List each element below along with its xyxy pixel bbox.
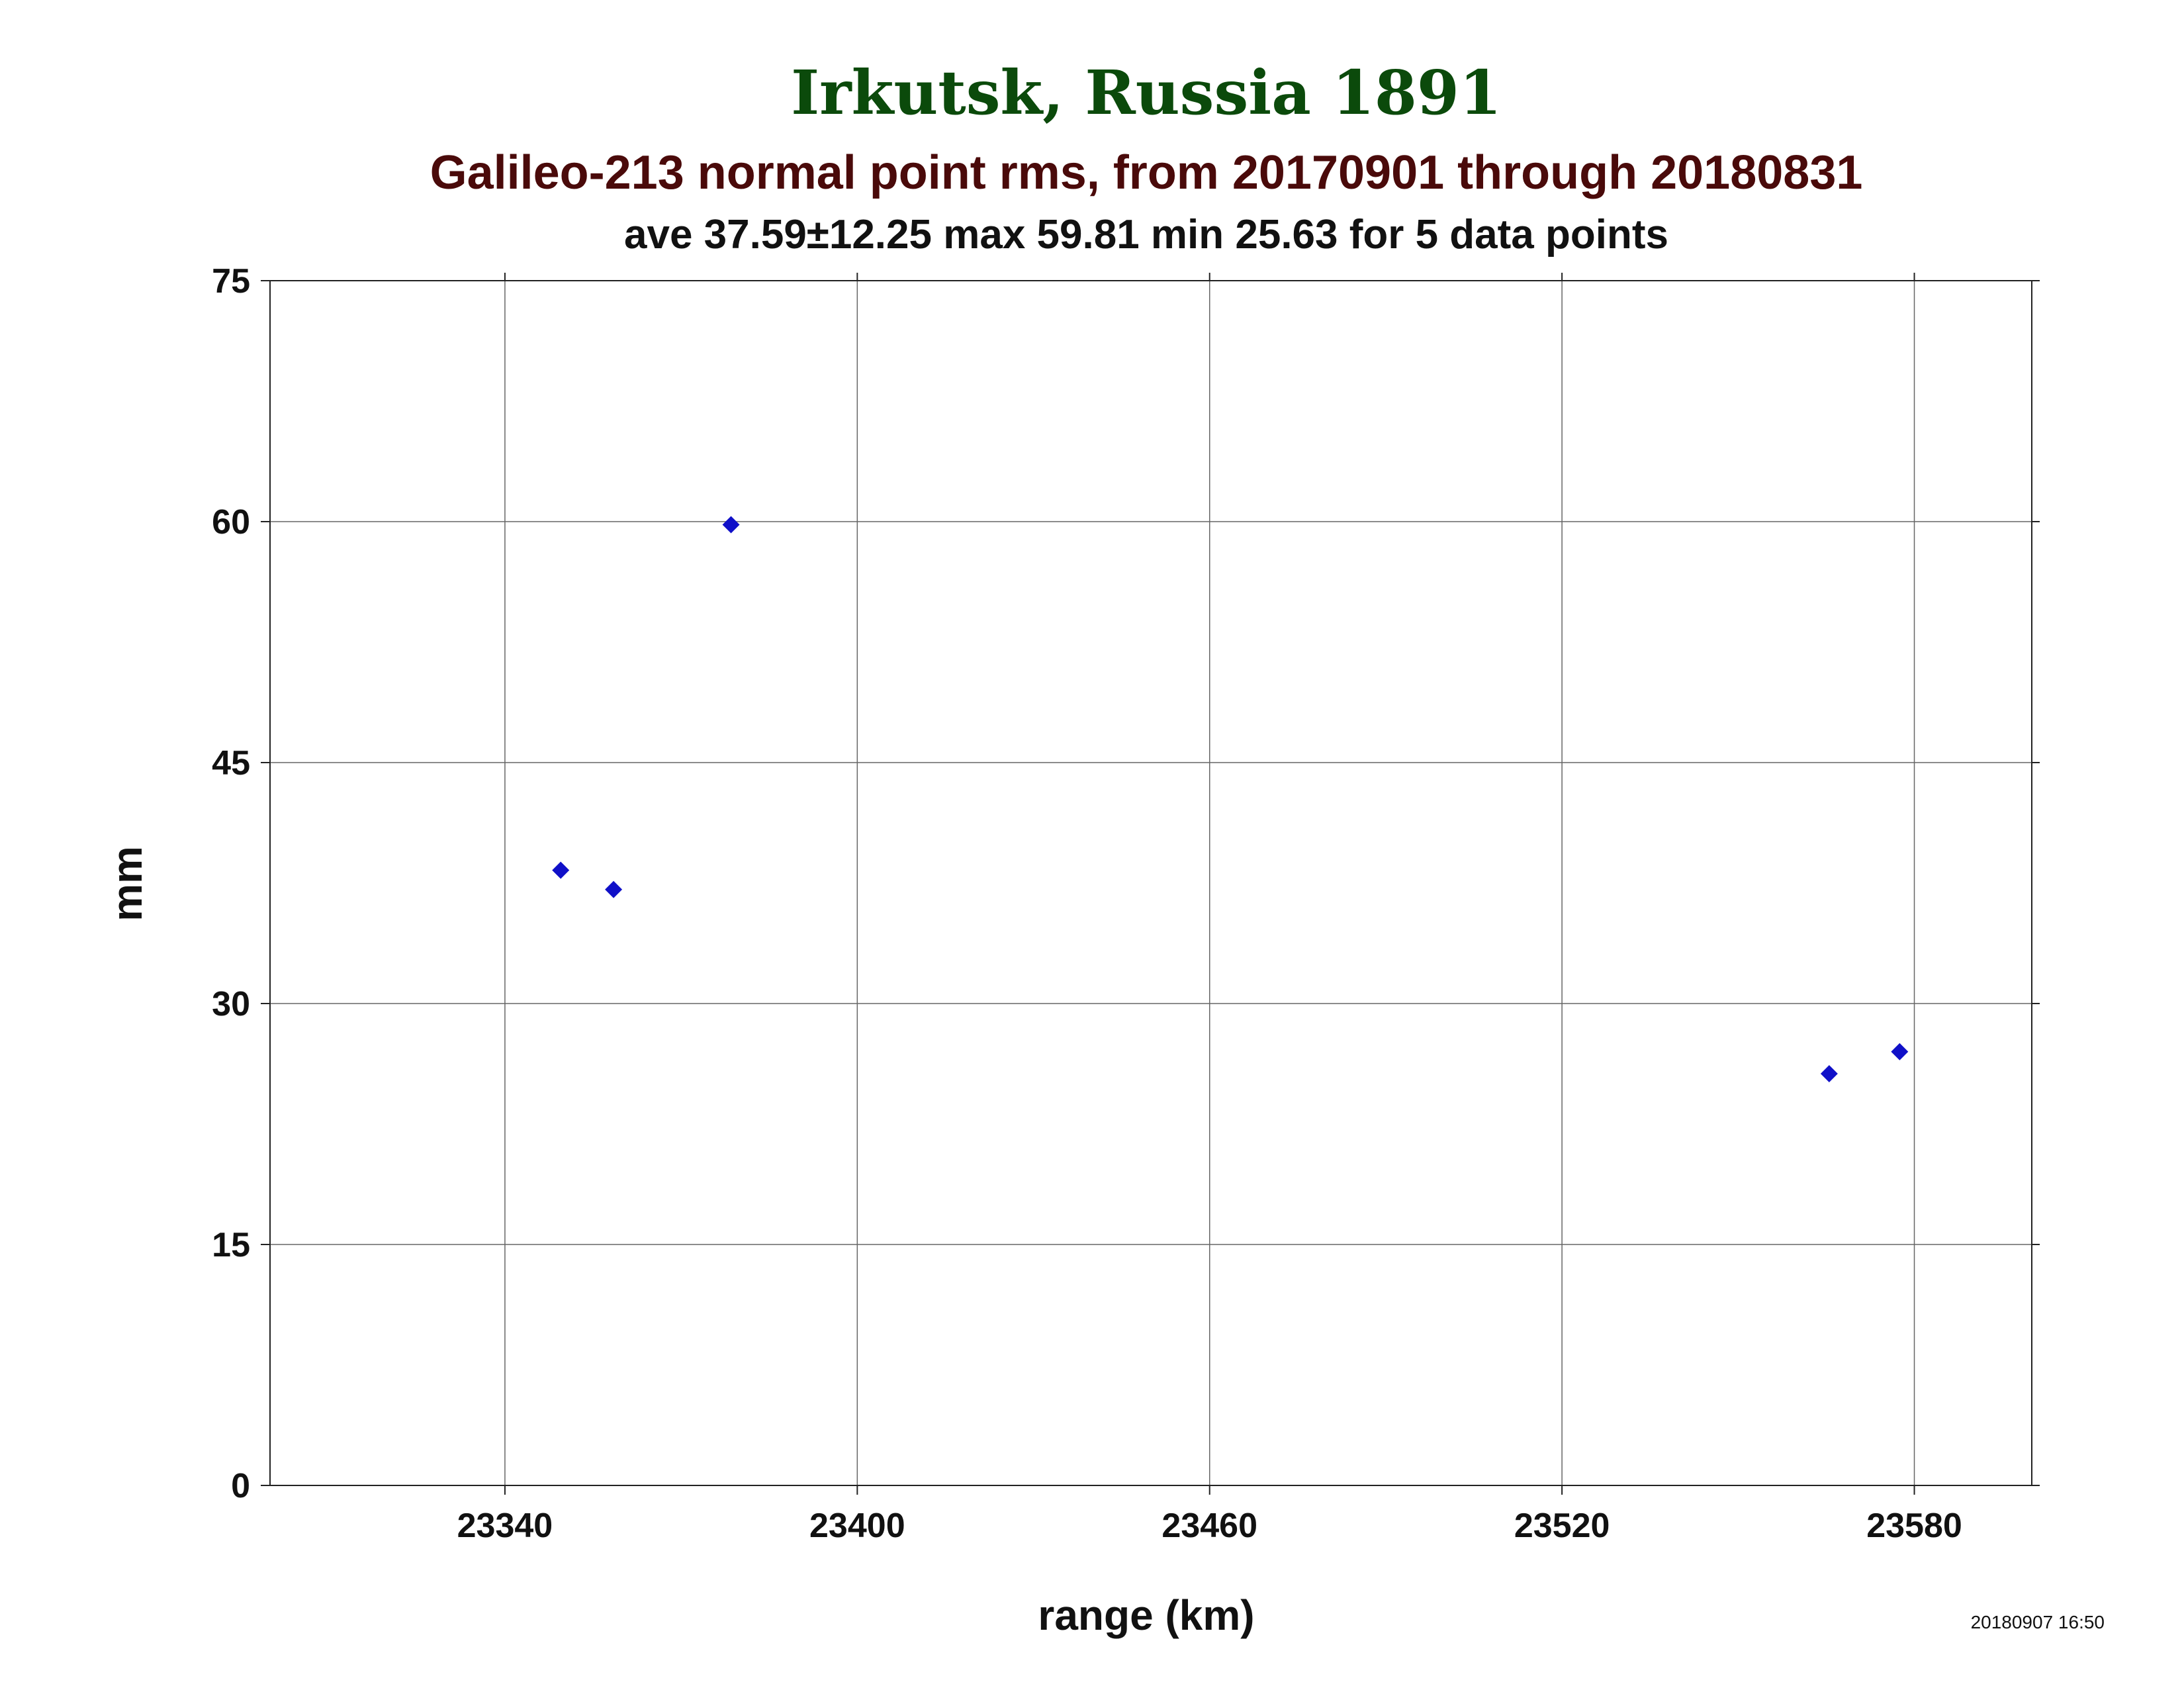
y-tick-label: 75 [212, 262, 250, 301]
y-tick-label: 60 [212, 503, 250, 541]
plot-frame [269, 280, 2032, 1486]
data-point-diamond [1820, 1065, 1838, 1083]
timestamp: 20180907 16:50 [1971, 1612, 2105, 1632]
stats-line: ave 37.59±12.25 max 59.81 min 25.63 for … [624, 212, 1668, 258]
y-tick-label: 30 [212, 985, 250, 1023]
data-point-diamond [1891, 1043, 1909, 1060]
x-tick-label: 23400 [809, 1507, 905, 1545]
data-point-diamond [605, 880, 623, 898]
x-tick-label: 23520 [1514, 1507, 1610, 1545]
grid [270, 281, 2032, 1485]
x-tick-label: 23340 [457, 1507, 553, 1545]
y-tick-label: 15 [212, 1226, 250, 1264]
x-tick-label: 23460 [1161, 1507, 1257, 1545]
y-axis-label: mm [103, 846, 151, 921]
chart-subtitle: Galileo-213 normal point rms, from 20170… [430, 146, 1863, 199]
data-point-diamond [552, 861, 570, 879]
y-tick-label: 0 [231, 1467, 250, 1505]
chart-title: Irkutsk, Russia 1891 [791, 57, 1502, 128]
x-tick-label: 23580 [1866, 1507, 1962, 1545]
data-point-diamond [722, 516, 740, 534]
axis-ticks: 23340 23400 23460 23520 23580 0 15 30 45 60 75 [212, 262, 2040, 1545]
data-points [552, 516, 1909, 1083]
y-tick-label: 45 [212, 744, 250, 782]
x-axis-label: range (km) [1038, 1591, 1254, 1639]
